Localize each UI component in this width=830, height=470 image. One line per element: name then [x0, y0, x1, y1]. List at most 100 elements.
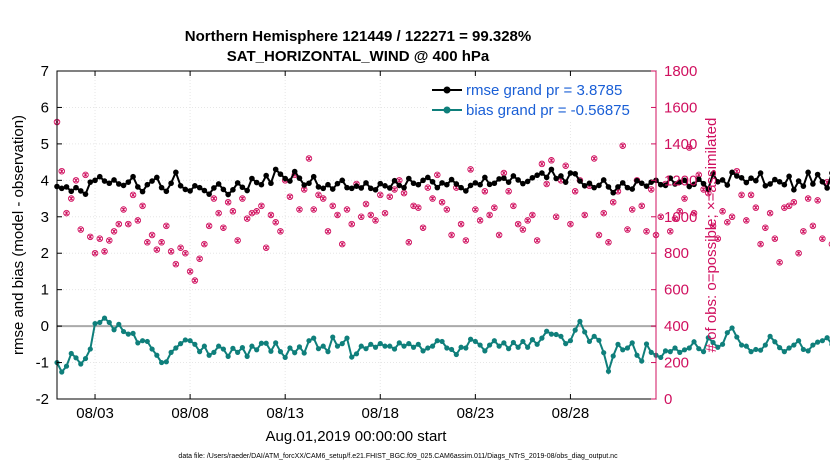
obs-possible-point — [819, 235, 826, 242]
bias-point — [781, 349, 787, 355]
obs-assimilated-point — [791, 200, 796, 205]
obs-assimilated-point — [297, 207, 302, 212]
bias-point — [563, 341, 569, 347]
bias-point — [777, 345, 783, 351]
obs-assimilated-point — [363, 201, 369, 207]
bias-point — [368, 341, 374, 347]
bias-point — [467, 336, 474, 342]
obs-possible-point — [719, 208, 726, 215]
obs-possible-point — [272, 218, 279, 226]
obs-assimilated-point — [245, 216, 250, 221]
bias-point — [482, 348, 488, 354]
obs-assimilated-point — [430, 196, 435, 201]
obs-assimilated-point — [97, 236, 102, 241]
y-left-tick-label: -1 — [36, 355, 49, 372]
obs-assimilated-point — [92, 251, 98, 256]
obs-possible-point — [514, 220, 522, 228]
obs-possible-point — [533, 237, 541, 244]
x-tick-label: 08/13 — [266, 405, 304, 422]
rmse-point — [149, 178, 155, 184]
bias-point — [696, 346, 702, 352]
bias-point — [738, 342, 745, 348]
bias-point — [662, 348, 669, 354]
rmse-point — [577, 178, 583, 184]
obs-assimilated-point — [192, 278, 197, 283]
rmse-point — [643, 183, 650, 189]
bias-point — [325, 349, 331, 355]
y-right-tick-label: 1800 — [664, 63, 697, 80]
bias-point — [639, 358, 645, 364]
obs-assimilated-point — [149, 232, 155, 238]
obs-assimilated-point — [211, 196, 216, 201]
rmse-point — [310, 173, 317, 180]
y-axis-right-ticks: 0 200 400 600 800 1000 1200 1400 1600 1800 — [651, 63, 697, 408]
obs-possible-point — [681, 195, 688, 202]
obs-assimilated-point — [810, 223, 815, 229]
obs-possible-point — [638, 202, 645, 210]
bias-point — [149, 346, 155, 352]
obs-possible-point — [338, 240, 346, 248]
obs-possible-point — [776, 259, 783, 266]
rmse-point — [177, 183, 184, 189]
obs-assimilated-point — [530, 212, 535, 218]
obs-assimilated-point — [782, 205, 787, 210]
obs-assimilated-point — [820, 236, 825, 241]
y-right-tick-label: 1000 — [664, 209, 697, 226]
rmse-point — [405, 175, 412, 182]
obs-possible-point — [743, 217, 750, 224]
obs-assimilated-point — [111, 229, 117, 234]
bias-point — [206, 352, 212, 358]
x-tick-label: 08/03 — [76, 405, 114, 422]
rmse-point — [800, 183, 807, 189]
bias-point — [363, 346, 369, 352]
obs-assimilated-point — [378, 192, 383, 198]
bias-point — [496, 343, 502, 349]
rmse-point — [491, 180, 498, 187]
bias-point — [372, 344, 379, 350]
obs-possible-point — [828, 241, 830, 247]
bias-point — [582, 329, 588, 335]
obs-assimilated-point — [216, 211, 221, 216]
obs-possible-point — [224, 198, 232, 206]
obs-assimilated-point — [116, 221, 121, 227]
obs-possible-point — [101, 248, 108, 255]
obs-assimilated-point — [168, 249, 174, 254]
obs-assimilated-point — [492, 205, 497, 210]
obs-assimilated-point — [582, 212, 587, 218]
bias-point — [339, 341, 345, 347]
obs-possible-point — [191, 277, 199, 284]
obs-possible-point — [324, 228, 332, 235]
obs-assimilated-point — [477, 218, 483, 223]
obs-possible-point — [624, 226, 631, 233]
chart-title-line2: SAT_HORIZONTAL_WIND @ 400 hPa — [227, 48, 490, 65]
bias-series — [54, 315, 830, 375]
obs-assimilated-point — [397, 178, 402, 183]
obs-assimilated-point — [183, 251, 188, 256]
rmse-point — [743, 179, 750, 186]
obs-assimilated-point — [273, 220, 278, 225]
rmse-point — [215, 181, 222, 187]
y-left-tick-label: 0 — [41, 318, 49, 335]
bias-point — [819, 338, 825, 344]
rmse-point — [776, 178, 783, 185]
y-right-tick-label: 600 — [664, 282, 689, 299]
rmse-point — [767, 181, 773, 187]
bias-point — [691, 339, 697, 345]
obs-possible-point — [139, 202, 146, 210]
obs-assimilated-point — [411, 203, 416, 208]
obs-assimilated-point — [549, 158, 554, 163]
obs-assimilated-point — [592, 156, 597, 161]
rmse-point — [543, 174, 550, 181]
obs-possible-point — [77, 226, 85, 233]
bias-point — [306, 338, 312, 344]
rmse-point — [781, 181, 788, 188]
rmse-point — [548, 166, 555, 173]
bias-point — [82, 355, 89, 362]
y-axis-left-label: rmse and bias (model - observation) — [10, 115, 27, 355]
rmse-point — [125, 179, 132, 185]
obs-assimilated-point — [672, 216, 678, 221]
rmse-point — [748, 175, 754, 181]
bias-point — [287, 345, 293, 351]
rmse-point — [672, 181, 678, 187]
